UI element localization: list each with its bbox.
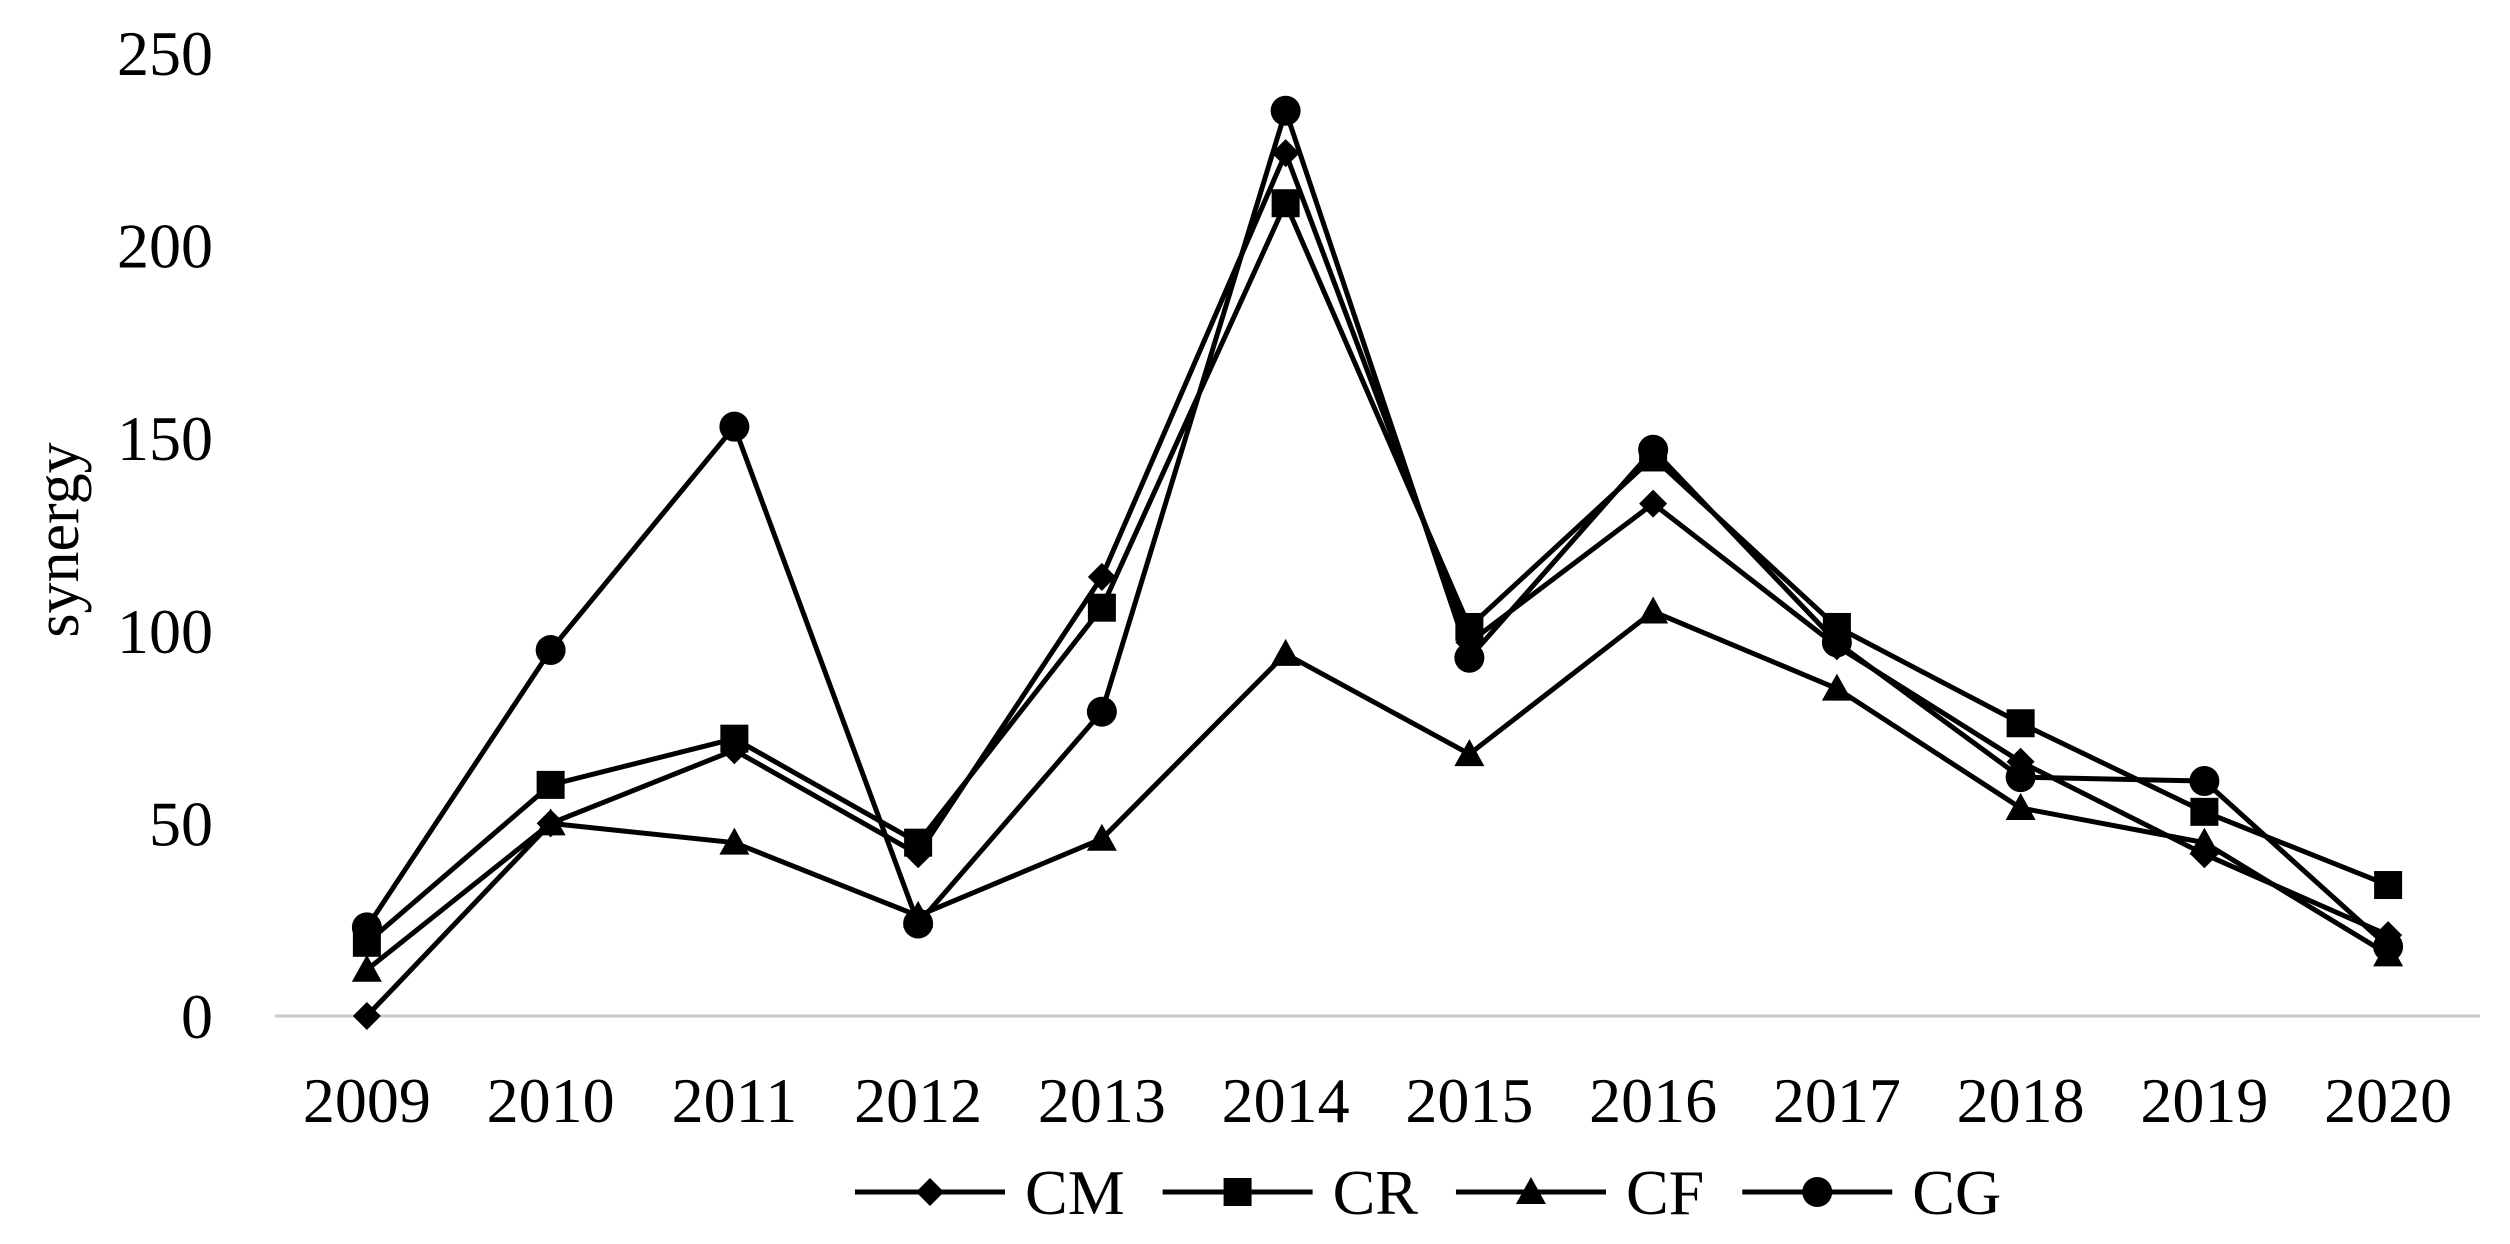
y-axis-label: synergy [24,442,92,637]
data-point-cg [1270,95,1301,126]
data-point-cr [1087,593,1116,622]
data-point-cm [1087,562,1116,591]
legend-item-cf: CF [1455,1157,1704,1228]
y-tick-label: 150 [117,403,213,474]
x-tick-label: 2014 [1222,1065,1350,1136]
data-point-cg [1638,434,1669,465]
legend-label: CR [1333,1157,1419,1228]
data-point-cf [1638,596,1669,624]
data-point-cf [351,954,382,982]
legend-item-cr: CR [1162,1157,1419,1228]
x-tick-label: 2011 [672,1065,798,1136]
y-tick-label: 200 [117,211,213,282]
y-tick-label: 250 [117,18,213,89]
x-tick-label: 2010 [487,1065,615,1136]
data-point-cr [2374,871,2403,900]
data-point-cf [1821,673,1852,701]
x-tick-label: 2009 [303,1065,431,1136]
series-line-cf [365,608,2390,972]
data-point-cr [536,770,565,799]
data-point-cf [719,827,750,855]
series-cm [352,139,2403,1030]
x-tick-label: 2020 [2324,1065,2452,1136]
x-tick-label: 2017 [1773,1065,1901,1136]
legend-marker-cm [916,1178,944,1206]
legend-marker-cf [1515,1177,1546,1204]
data-point-cr [2190,797,2219,826]
legend-label: CM [1025,1157,1125,1228]
legend-item-cg: CG [1742,1157,2001,1228]
x-tick-label: 2012 [854,1065,982,1136]
data-point-cg [1821,627,1852,658]
series-line-cm [365,146,2390,1018]
series-line-cg [364,102,2390,949]
data-point-cg [535,635,566,666]
y-tick-label: 100 [117,596,213,667]
series-line-cr [365,197,2390,945]
series-cr [352,189,2403,957]
data-point-cr [904,828,933,857]
data-point-cf [2189,827,2220,855]
data-point-cf [535,808,566,836]
data-point-cg [1086,696,1117,727]
data-point-cg [2005,762,2036,793]
x-tick-label: 2019 [2140,1065,2268,1136]
data-point-cg [2373,931,2404,962]
data-point-cr [720,724,749,753]
data-point-cm [1271,139,1300,168]
data-point-cm [1639,489,1668,518]
y-tick-label: 0 [181,981,213,1052]
series-cg [351,95,2404,962]
x-tick-label: 2016 [1589,1065,1717,1136]
data-point-cf [1270,638,1301,666]
x-tick-label: 2018 [1957,1065,2085,1136]
y-tick-label: 50 [149,788,213,859]
data-point-cm [352,1002,381,1030]
legend-label: CG [1912,1157,2001,1228]
x-tick-label: 2013 [1038,1065,1166,1136]
y-axis-ticks: 0 50 100 150 200 250 [117,18,213,1052]
data-point-cr [2006,709,2035,738]
legend-label: CF [1626,1157,1704,1228]
legend-marker-cg [1802,1177,1833,1207]
data-point-cg [1454,642,1485,673]
data-point-cf [2005,792,2036,820]
series-cf [351,596,2404,982]
series-layer [351,95,2404,1030]
data-point-cf [1086,823,1117,851]
legend-marker-cr [1223,1178,1252,1206]
data-point-cr [1271,189,1300,218]
legend: CM CR CF CG [855,1157,2001,1228]
data-point-cf [1454,739,1485,767]
data-point-cg [719,411,750,442]
x-tick-label: 2015 [1405,1065,1533,1136]
legend-item-cm: CM [855,1157,1125,1228]
data-point-cg [2189,766,2220,797]
data-point-cg [351,912,382,943]
x-axis-ticks: 2009 2010 2011 2012 2013 2014 2015 2016 2017 2018… [303,1065,2452,1136]
data-point-cg [903,908,934,939]
